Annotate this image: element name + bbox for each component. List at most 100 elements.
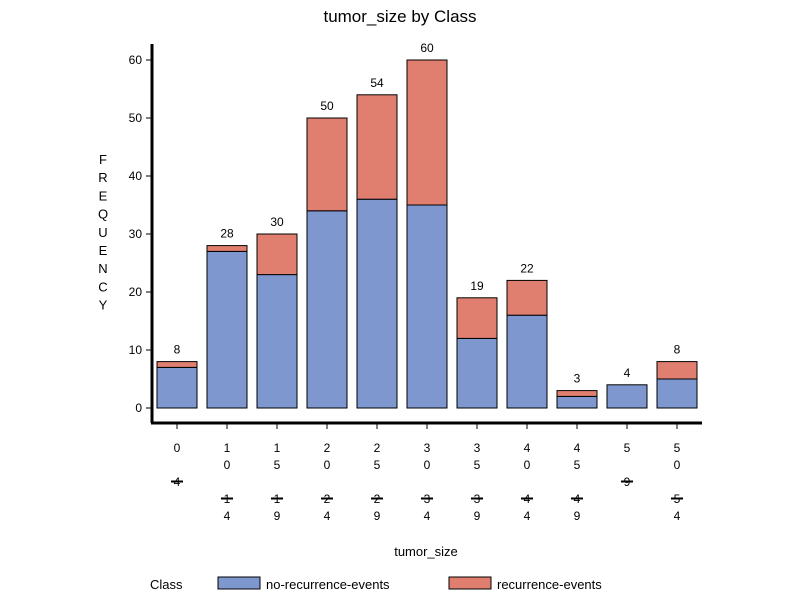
- x-tick-label-char: 4: [174, 475, 181, 489]
- bar-total-label: 19: [470, 279, 484, 293]
- bar-total-label: 54: [370, 76, 384, 90]
- x-tick-label-char: 3: [474, 492, 481, 506]
- x-tick-label-char: 5: [674, 492, 681, 506]
- x-tick-label-char: 4: [524, 441, 531, 455]
- x-tick-label-char: 0: [524, 458, 531, 472]
- x-tick-label-char: 5: [474, 458, 481, 472]
- y-axis-label-letter: U: [98, 225, 107, 240]
- bar-segment-recurrence: [256, 233, 298, 276]
- bar-total-label: 50: [320, 99, 334, 113]
- bar-segment-no-recurrence: [656, 378, 698, 409]
- x-tick-label-char: 0: [324, 458, 331, 472]
- y-tick-label: 60: [129, 53, 143, 67]
- bar-segment-no-recurrence: [306, 210, 348, 409]
- x-tick-label-char: 9: [474, 509, 481, 523]
- bar-total-label: 8: [674, 343, 681, 357]
- legend: Class no-recurrence-events recurrence-ev…: [150, 576, 602, 592]
- bar-total-label: 28: [220, 227, 234, 241]
- y-tick-label: 50: [129, 111, 143, 125]
- y-tick-label: 40: [129, 169, 143, 183]
- y-tick-label: 10: [129, 343, 143, 357]
- y-tick-label: 20: [129, 285, 143, 299]
- x-tick-label-char: 9: [574, 509, 581, 523]
- x-axis-label: tumor_size: [394, 544, 458, 559]
- chart-title: tumor_size by Class: [323, 7, 476, 26]
- bar-segment-no-recurrence: [156, 366, 198, 409]
- bar-segment-recurrence: [406, 59, 448, 206]
- y-axis-label-letter: N: [98, 261, 107, 276]
- y-tick-label: 0: [135, 401, 142, 415]
- bar-segment-recurrence: [656, 361, 698, 380]
- bar-total-label: 3: [574, 372, 581, 386]
- bar-total-label: 8: [174, 343, 181, 357]
- x-tick-label-char: 1: [224, 492, 231, 506]
- x-tick-label-char: 5: [574, 458, 581, 472]
- bar-segment-recurrence: [356, 94, 398, 200]
- x-tick-label-char: 4: [524, 492, 531, 506]
- x-tick-label-char: 3: [474, 441, 481, 455]
- x-tick-label-char: 4: [674, 509, 681, 523]
- bar-segment-no-recurrence: [256, 274, 298, 409]
- bar-segment-recurrence: [156, 361, 198, 368]
- y-ticks: 0 10 20 30 40 50 60: [129, 53, 152, 415]
- bar-segment-no-recurrence: [206, 250, 248, 409]
- y-axis-label-letter: C: [98, 279, 107, 294]
- y-axis-label-letter: E: [99, 243, 108, 258]
- bar-segment-recurrence: [506, 279, 548, 316]
- x-tick-label-char: 4: [424, 509, 431, 523]
- x-tick-label-char: 9: [624, 475, 631, 489]
- x-tick-label-char: 5: [274, 458, 281, 472]
- y-axis-label-letter: R: [98, 170, 107, 185]
- bar-segment-no-recurrence: [556, 395, 598, 409]
- legend-label-no-recurrence: no-recurrence-events: [266, 577, 390, 592]
- bar-segment-no-recurrence: [356, 198, 398, 409]
- legend-label-recurrence: recurrence-events: [497, 577, 602, 592]
- bar-total-label: 60: [420, 41, 434, 55]
- x-tick-label-char: 4: [574, 492, 581, 506]
- x-tick-label-char: 2: [374, 492, 381, 506]
- bars: [156, 59, 698, 409]
- x-tick-label-char: 0: [424, 458, 431, 472]
- bar-total-label: 22: [520, 261, 534, 275]
- total-labels: 8 28 30 50 54 60 19 22 3 4 8: [174, 41, 681, 386]
- x-tick-label-char: 4: [324, 509, 331, 523]
- bar-segment-recurrence: [556, 390, 598, 397]
- y-axis-label-letter: E: [99, 188, 108, 203]
- x-tick-label-char: 2: [324, 492, 331, 506]
- bar-segment-no-recurrence: [406, 204, 448, 409]
- x-tick-label-char: 2: [324, 441, 331, 455]
- x-tick-label-char: 4: [224, 509, 231, 523]
- x-tick-label-char: 1: [274, 441, 281, 455]
- x-tick-label-char: 3: [424, 492, 431, 506]
- legend-swatch-no-recurrence: [217, 576, 261, 590]
- x-tick-label-char: 0: [224, 458, 231, 472]
- bar-segment-recurrence: [456, 297, 498, 339]
- bar-total-label: 30: [270, 215, 284, 229]
- legend-title: Class: [150, 577, 183, 592]
- bar-segment-no-recurrence: [606, 384, 648, 409]
- x-tick-label-char: 4: [574, 441, 581, 455]
- bar-total-label: 4: [624, 366, 631, 380]
- y-axis-label-letter: Y: [99, 298, 108, 313]
- x-tick-label-char: 2: [374, 441, 381, 455]
- x-tick-label-char: 3: [424, 441, 431, 455]
- bar-segment-recurrence: [306, 117, 348, 212]
- y-axis-label-letter: Q: [98, 207, 108, 222]
- bar-segment-no-recurrence: [506, 314, 548, 409]
- x-tick-label-char: 1: [224, 441, 231, 455]
- y-axis-label-letter: F: [99, 152, 107, 167]
- x-tick-label-char: 1: [274, 492, 281, 506]
- y-tick-label: 30: [129, 227, 143, 241]
- x-tick-label-char: 5: [374, 458, 381, 472]
- x-tick-label-char: 9: [374, 509, 381, 523]
- x-tick-label-char: 0: [674, 458, 681, 472]
- bar-segment-recurrence: [206, 245, 248, 252]
- x-tick-label-char: 0: [174, 441, 181, 455]
- x-tick-label-char: 5: [624, 441, 631, 455]
- x-tick-labels: 0 4 1 0 1 4 1 5 1 9 2 0 2 4 2 5 2 9 3 0 3 4 3 5 3 9 4 0 4 4 4 5 4 9 5 9 5 0 5 4: [171, 423, 683, 523]
- x-tick-label-char: 4: [524, 509, 531, 523]
- bar-segment-no-recurrence: [456, 337, 498, 409]
- x-tick-label-char: 9: [274, 509, 281, 523]
